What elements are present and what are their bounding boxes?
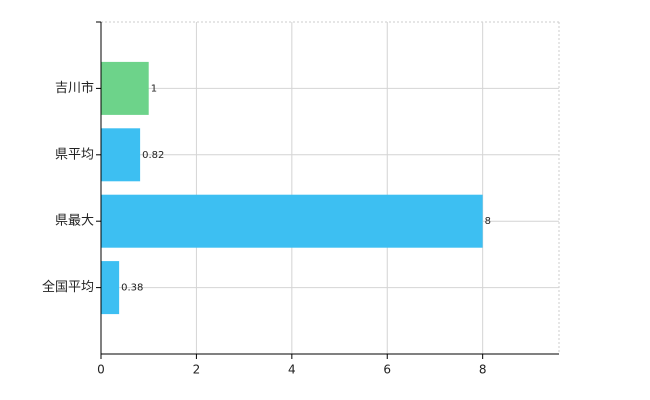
y-tick-label: 県平均 [55, 147, 94, 162]
bar [101, 261, 120, 315]
value-label: 0.82 [142, 150, 164, 161]
bar [101, 194, 483, 248]
value-label: 0.38 [121, 283, 143, 294]
x-tick-label: 6 [383, 363, 391, 377]
y-tick-label: 吉川市 [55, 80, 94, 96]
bar [101, 61, 149, 115]
y-tick-label: 県最大 [55, 214, 94, 229]
value-label: 8 [485, 216, 491, 227]
x-tick-label: 8 [479, 363, 487, 377]
x-tick-label: 0 [97, 363, 105, 377]
x-tick-label: 4 [288, 363, 296, 377]
y-tick-label: 全国平均 [42, 279, 94, 295]
x-tick-label: 2 [193, 363, 201, 377]
value-label: 1 [151, 83, 157, 94]
bar [101, 128, 141, 182]
